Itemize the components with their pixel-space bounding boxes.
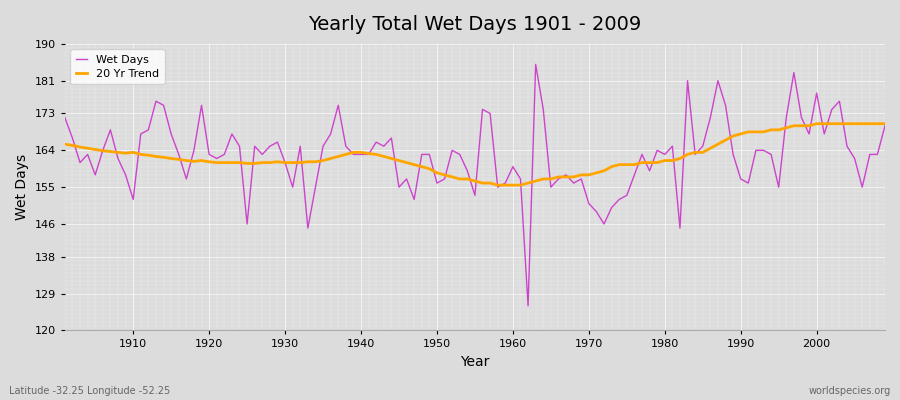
Line: Wet Days: Wet Days (65, 64, 885, 306)
Wet Days (287, 185, 298, 190)
20 Yr Trend (59, 142, 70, 146)
Y-axis label: Wet Days: Wet Days (15, 154, 29, 220)
Wet Days (523, 304, 534, 308)
20 Yr Trend (508, 183, 518, 188)
20 Yr Trend (287, 160, 298, 165)
20 Yr Trend (121, 151, 131, 156)
20 Yr Trend (607, 164, 617, 169)
Wet Days (121, 172, 131, 177)
Wet Days (530, 62, 541, 67)
20 Yr Trend (492, 183, 503, 188)
Text: worldspecies.org: worldspecies.org (809, 386, 891, 396)
Text: Latitude -32.25 Longitude -52.25: Latitude -32.25 Longitude -52.25 (9, 386, 170, 396)
Legend: Wet Days, 20 Yr Trend: Wet Days, 20 Yr Trend (70, 50, 165, 84)
20 Yr Trend (811, 121, 822, 126)
Wet Days (614, 197, 625, 202)
Wet Days (500, 181, 510, 186)
Wet Days (508, 164, 518, 169)
Wet Days (879, 123, 890, 128)
Wet Days (59, 115, 70, 120)
Line: 20 Yr Trend: 20 Yr Trend (65, 124, 885, 185)
20 Yr Trend (879, 121, 890, 126)
20 Yr Trend (515, 183, 526, 188)
Wet Days (333, 103, 344, 108)
X-axis label: Year: Year (460, 355, 490, 369)
Title: Yearly Total Wet Days 1901 - 2009: Yearly Total Wet Days 1901 - 2009 (309, 15, 642, 34)
20 Yr Trend (333, 154, 344, 159)
